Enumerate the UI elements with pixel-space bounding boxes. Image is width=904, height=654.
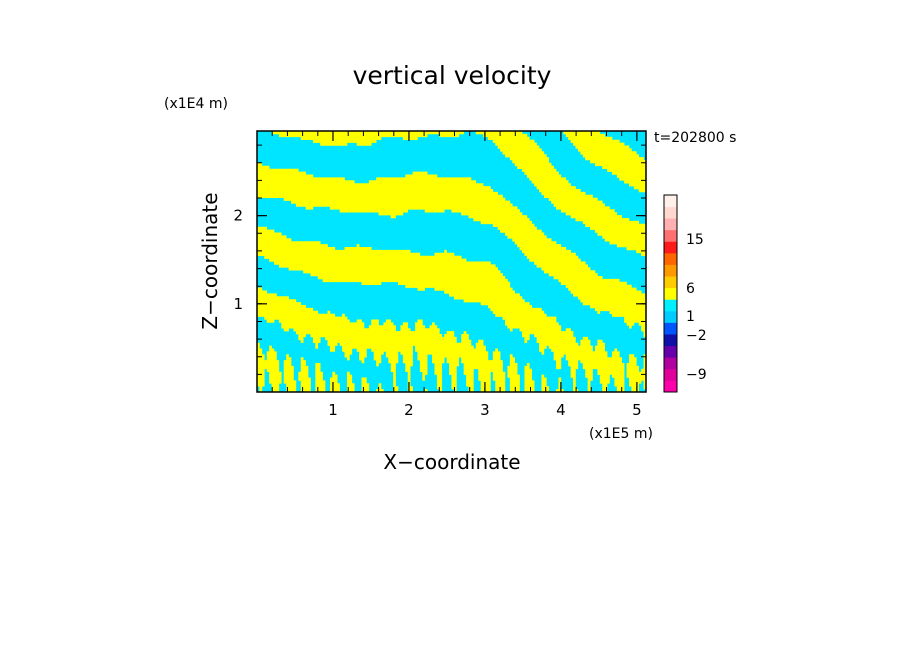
x-tick-label: 5 — [632, 401, 642, 419]
colorbar-band — [664, 229, 677, 242]
colorbar-tick-label: 1 — [686, 309, 695, 325]
time-label: t=202800 s — [654, 130, 736, 146]
colorbar-band — [664, 299, 677, 312]
colorbar-tick-label: 6 — [686, 281, 695, 297]
y-axis: 12 — [233, 207, 646, 313]
colorbar-band — [664, 218, 677, 231]
colorbar-band — [664, 195, 677, 207]
colorbar-band — [664, 252, 677, 265]
colorbar-band — [664, 368, 677, 381]
y-tick-label: 1 — [233, 295, 243, 313]
colorbar-band — [664, 241, 677, 254]
colorbar-tick-label: −9 — [686, 367, 707, 383]
colorbar: 15 6 1 −2 −9 — [663, 194, 707, 393]
colorbar-tick-label: −2 — [686, 328, 707, 344]
colorbar-frame — [663, 194, 678, 393]
chart-title: vertical velocity — [353, 61, 552, 90]
colorbar-band — [664, 357, 677, 370]
y-unit-label: (x1E4 m) — [164, 96, 228, 112]
plot-frame — [256, 130, 647, 393]
positive-velocity-field — [257, 131, 646, 392]
colorbar-band — [664, 380, 677, 393]
x-tick-label: 3 — [480, 401, 490, 419]
x-tick-label: 1 — [328, 401, 338, 419]
y-tick-label: 2 — [233, 207, 243, 225]
colorbar-band — [664, 206, 677, 219]
colorbar-band — [664, 310, 677, 323]
x-tick-label: 4 — [556, 401, 566, 419]
x-tick-label: 2 — [404, 401, 414, 419]
x-axis: 1 2 3 4 5 — [328, 131, 642, 419]
x-axis-label: X−coordinate — [383, 450, 520, 474]
colorbar-band — [664, 287, 677, 300]
colorbar-tick-label: 15 — [686, 232, 704, 248]
colorbar-band — [664, 322, 677, 335]
plot-area — [256, 130, 647, 393]
colorbar-band — [664, 345, 677, 358]
colorbar-band — [664, 264, 677, 277]
y-axis-label: Z−coordinate — [198, 192, 222, 329]
positive-velocity-cells — [257, 131, 646, 392]
x-unit-label: (x1E5 m) — [589, 426, 653, 442]
colorbar-band — [664, 334, 677, 347]
colorbar-band — [664, 276, 677, 289]
